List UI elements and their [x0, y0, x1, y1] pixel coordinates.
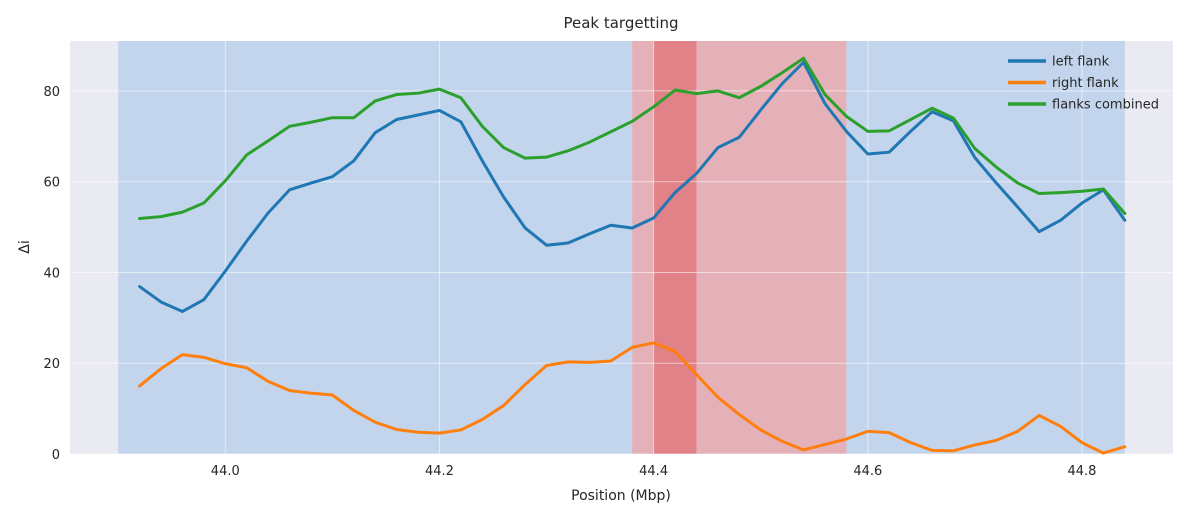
x-tick-label: 44.6: [853, 464, 882, 479]
legend-label-flanks-combined: flanks combined: [1052, 98, 1159, 113]
y-axis-label: Δi: [17, 240, 33, 253]
series-line-right-flank: [138, 341, 1127, 455]
y-tick-label: 0: [52, 448, 60, 463]
series-line-left-flank: [138, 60, 1127, 313]
x-ticks: 44.0 44.2 44.4 44.6 44.8: [211, 464, 1097, 479]
x-tick-label: 44.0: [211, 464, 240, 479]
x-tick-label: 44.8: [1067, 464, 1096, 479]
y-tick-label: 40: [43, 266, 60, 281]
series-lines: [138, 56, 1127, 455]
y-tick-label: 80: [43, 85, 60, 100]
legend-label-left-flank: left flank: [1052, 55, 1110, 70]
x-tick-label: 44.2: [425, 464, 454, 479]
highlight-region-1: [118, 41, 1125, 454]
y-tick-label: 20: [43, 357, 60, 372]
highlight-regions: [118, 41, 1125, 454]
series-line-flanks-combined: [138, 56, 1127, 220]
y-tick-label: 60: [43, 176, 60, 191]
x-axis-label: Position (Mbp): [571, 488, 671, 504]
y-ticks: 0 20 40 60 80: [43, 85, 60, 463]
chart-title: Peak targetting: [563, 14, 678, 32]
legend-label-right-flank: right flank: [1052, 76, 1119, 91]
x-tick-label: 44.4: [639, 464, 668, 479]
legend: left flank right flank flanks combined: [1008, 55, 1159, 113]
highlight-region-3: [653, 41, 697, 454]
